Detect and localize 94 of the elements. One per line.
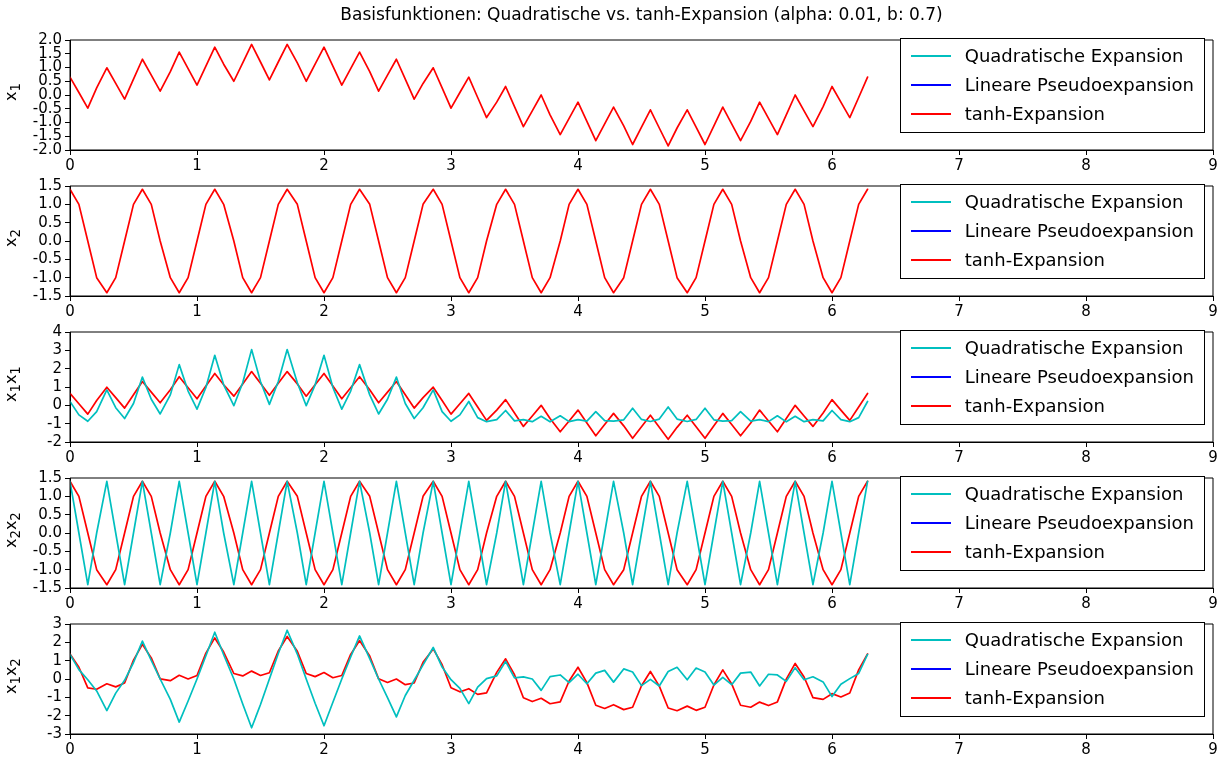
- x-tick-label: 1: [192, 155, 202, 174]
- y-tick-label: -1: [47, 413, 62, 432]
- x-tick-label: 8: [1081, 447, 1091, 466]
- x-tick-label: 5: [700, 447, 710, 466]
- x-tick-label: 8: [1081, 155, 1091, 174]
- legend-label: Quadratische Expansion: [964, 483, 1184, 504]
- x-tick-label: 4: [573, 301, 583, 320]
- x-tick-label: 9: [1208, 301, 1218, 320]
- y-tick-label: 2: [52, 358, 62, 377]
- legend-label: Lineare Pseudoexpansion: [964, 512, 1194, 533]
- y-tick-label: -0.5: [32, 541, 62, 560]
- legend-label: tanh-Expansion: [964, 541, 1105, 562]
- x-tick-label: 6: [827, 301, 837, 320]
- x-tick-label: 9: [1208, 155, 1218, 174]
- y-tick-label: 4: [52, 321, 62, 340]
- x-tick-label: 1: [192, 447, 202, 466]
- legend-label: Quadratische Expansion: [964, 191, 1184, 212]
- legend-label: tanh-Expansion: [964, 687, 1105, 708]
- x-tick-label: 7: [954, 447, 964, 466]
- y-tick-label: 1: [52, 376, 62, 395]
- x-tick-label: 1: [192, 739, 202, 757]
- x-tick-label: 4: [573, 593, 583, 612]
- y-tick-label: 3: [52, 340, 62, 359]
- legend-label: Lineare Pseudoexpansion: [964, 658, 1194, 679]
- y-tick-label: -1.0: [32, 559, 62, 578]
- legend-label: tanh-Expansion: [964, 103, 1105, 124]
- x-tick-label: 0: [65, 155, 75, 174]
- legend-label: Lineare Pseudoexpansion: [964, 366, 1194, 387]
- x-tick-label: 2: [319, 739, 329, 757]
- y-tick-label: 0: [52, 395, 62, 414]
- x-tick-label: 3: [446, 301, 456, 320]
- y-tick-label: 2: [52, 632, 62, 651]
- legend-label: Quadratische Expansion: [964, 629, 1184, 650]
- y-tick-label: -0.5: [32, 249, 62, 268]
- x-tick-label: 8: [1081, 739, 1091, 757]
- x-tick-label: 1: [192, 301, 202, 320]
- x-tick-label: 7: [954, 739, 964, 757]
- x-tick-label: 2: [319, 155, 329, 174]
- x-tick-label: 9: [1208, 447, 1218, 466]
- y-tick-label: -1: [47, 687, 62, 706]
- x-tick-label: 3: [446, 155, 456, 174]
- x-tick-label: 0: [65, 301, 75, 320]
- x-tick-label: 3: [446, 593, 456, 612]
- x-tick-label: 9: [1208, 593, 1218, 612]
- x-tick-label: 5: [700, 593, 710, 612]
- x-tick-label: 0: [65, 593, 75, 612]
- x-tick-label: 3: [446, 739, 456, 757]
- x-tick-label: 5: [700, 739, 710, 757]
- x-tick-label: 6: [827, 739, 837, 757]
- legend-label: tanh-Expansion: [964, 395, 1105, 416]
- x-tick-label: 0: [65, 739, 75, 757]
- x-tick-label: 2: [319, 447, 329, 466]
- x-tick-label: 6: [827, 593, 837, 612]
- legend-label: Lineare Pseudoexpansion: [964, 74, 1194, 95]
- x-tick-label: 5: [700, 301, 710, 320]
- y-tick-label: 1.5: [38, 467, 62, 486]
- x-tick-label: 6: [827, 155, 837, 174]
- x-tick-label: 2: [319, 593, 329, 612]
- y-tick-label: 1.0: [38, 194, 62, 213]
- y-tick-label: 0: [52, 668, 62, 687]
- y-tick-label: -2: [47, 431, 62, 450]
- y-tick-label: -1.5: [32, 577, 62, 596]
- x-tick-label: 3: [446, 447, 456, 466]
- x-tick-label: 4: [573, 447, 583, 466]
- x-tick-label: 2: [319, 301, 329, 320]
- x-tick-label: 5: [700, 155, 710, 174]
- x-tick-label: 8: [1081, 301, 1091, 320]
- chart-title: Basisfunktionen: Quadratische vs. tanh-Expansion (alpha: 0.01, b: 0.7): [339, 3, 944, 26]
- y-tick-label: 1.5: [38, 175, 62, 194]
- x-tick-label: 4: [573, 739, 583, 757]
- y-tick-label: 0.0: [38, 230, 62, 249]
- y-tick-label: -1.5: [32, 285, 62, 304]
- y-tick-label: -3: [47, 723, 62, 742]
- legend-label: Quadratische Expansion: [964, 337, 1184, 358]
- x-tick-label: 9: [1208, 739, 1218, 757]
- x-tick-label: 0: [65, 447, 75, 466]
- y-tick-label: -2: [47, 705, 62, 724]
- legend-label: Lineare Pseudoexpansion: [964, 220, 1194, 241]
- y-tick-label: 3: [52, 613, 62, 632]
- y-tick-label: 0.5: [38, 504, 62, 523]
- legend-label: Quadratische Expansion: [964, 45, 1184, 66]
- x-tick-label: 7: [954, 155, 964, 174]
- y-tick-label: 0.5: [38, 212, 62, 231]
- y-tick-label: -1.0: [32, 267, 62, 286]
- y-tick-label: 0.0: [38, 522, 62, 541]
- x-tick-label: 7: [954, 301, 964, 320]
- x-tick-label: 1: [192, 593, 202, 612]
- y-tick-label: 1.0: [38, 486, 62, 505]
- x-tick-label: 6: [827, 447, 837, 466]
- x-tick-label: 8: [1081, 593, 1091, 612]
- y-tick-label: 1: [52, 650, 62, 669]
- x-tick-label: 4: [573, 155, 583, 174]
- legend-label: tanh-Expansion: [964, 249, 1105, 270]
- x-tick-label: 7: [954, 593, 964, 612]
